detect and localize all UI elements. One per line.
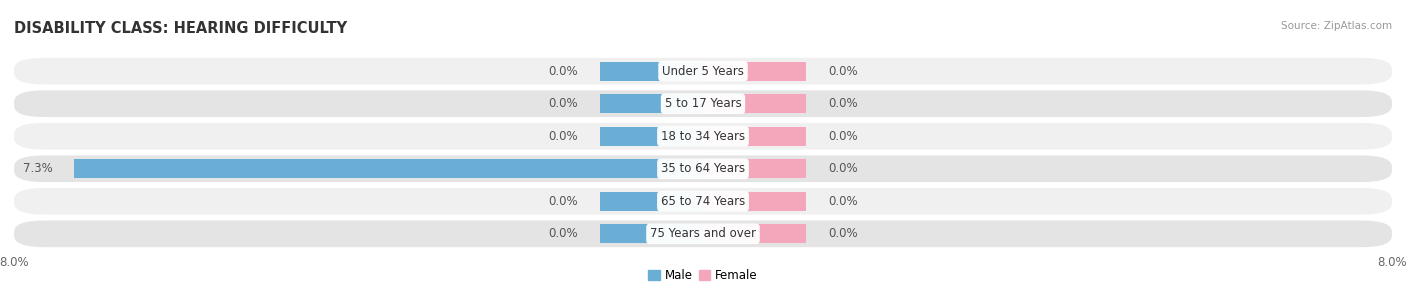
Bar <box>599 224 703 243</box>
Bar <box>703 224 807 243</box>
Text: 0.0%: 0.0% <box>548 130 578 143</box>
Text: 0.0%: 0.0% <box>548 97 578 110</box>
FancyBboxPatch shape <box>14 58 1392 84</box>
Text: 75 Years and over: 75 Years and over <box>650 227 756 240</box>
Bar <box>703 62 807 81</box>
Bar <box>703 192 807 211</box>
Text: 0.0%: 0.0% <box>828 130 858 143</box>
Bar <box>599 127 703 146</box>
Bar <box>703 159 807 178</box>
FancyBboxPatch shape <box>14 90 1392 117</box>
FancyBboxPatch shape <box>14 188 1392 215</box>
Text: Under 5 Years: Under 5 Years <box>662 65 744 78</box>
Bar <box>75 159 703 178</box>
Text: Source: ZipAtlas.com: Source: ZipAtlas.com <box>1281 21 1392 31</box>
Text: 5 to 17 Years: 5 to 17 Years <box>665 97 741 110</box>
Bar <box>599 62 703 81</box>
Bar <box>703 127 807 146</box>
FancyBboxPatch shape <box>14 123 1392 149</box>
Text: DISABILITY CLASS: HEARING DIFFICULTY: DISABILITY CLASS: HEARING DIFFICULTY <box>14 21 347 36</box>
Text: 0.0%: 0.0% <box>828 97 858 110</box>
Text: 35 to 64 Years: 35 to 64 Years <box>661 162 745 175</box>
Text: 65 to 74 Years: 65 to 74 Years <box>661 195 745 208</box>
Bar <box>599 192 703 211</box>
FancyBboxPatch shape <box>14 156 1392 182</box>
Text: 0.0%: 0.0% <box>828 162 858 175</box>
Text: 0.0%: 0.0% <box>828 65 858 78</box>
FancyBboxPatch shape <box>14 221 1392 247</box>
Text: 18 to 34 Years: 18 to 34 Years <box>661 130 745 143</box>
Text: 7.3%: 7.3% <box>22 162 53 175</box>
Text: 0.0%: 0.0% <box>828 227 858 240</box>
Bar <box>703 94 807 113</box>
Text: 0.0%: 0.0% <box>828 195 858 208</box>
Text: 0.0%: 0.0% <box>548 65 578 78</box>
Legend: Male, Female: Male, Female <box>644 265 762 287</box>
Text: 0.0%: 0.0% <box>548 195 578 208</box>
Text: 0.0%: 0.0% <box>548 227 578 240</box>
Bar <box>599 94 703 113</box>
